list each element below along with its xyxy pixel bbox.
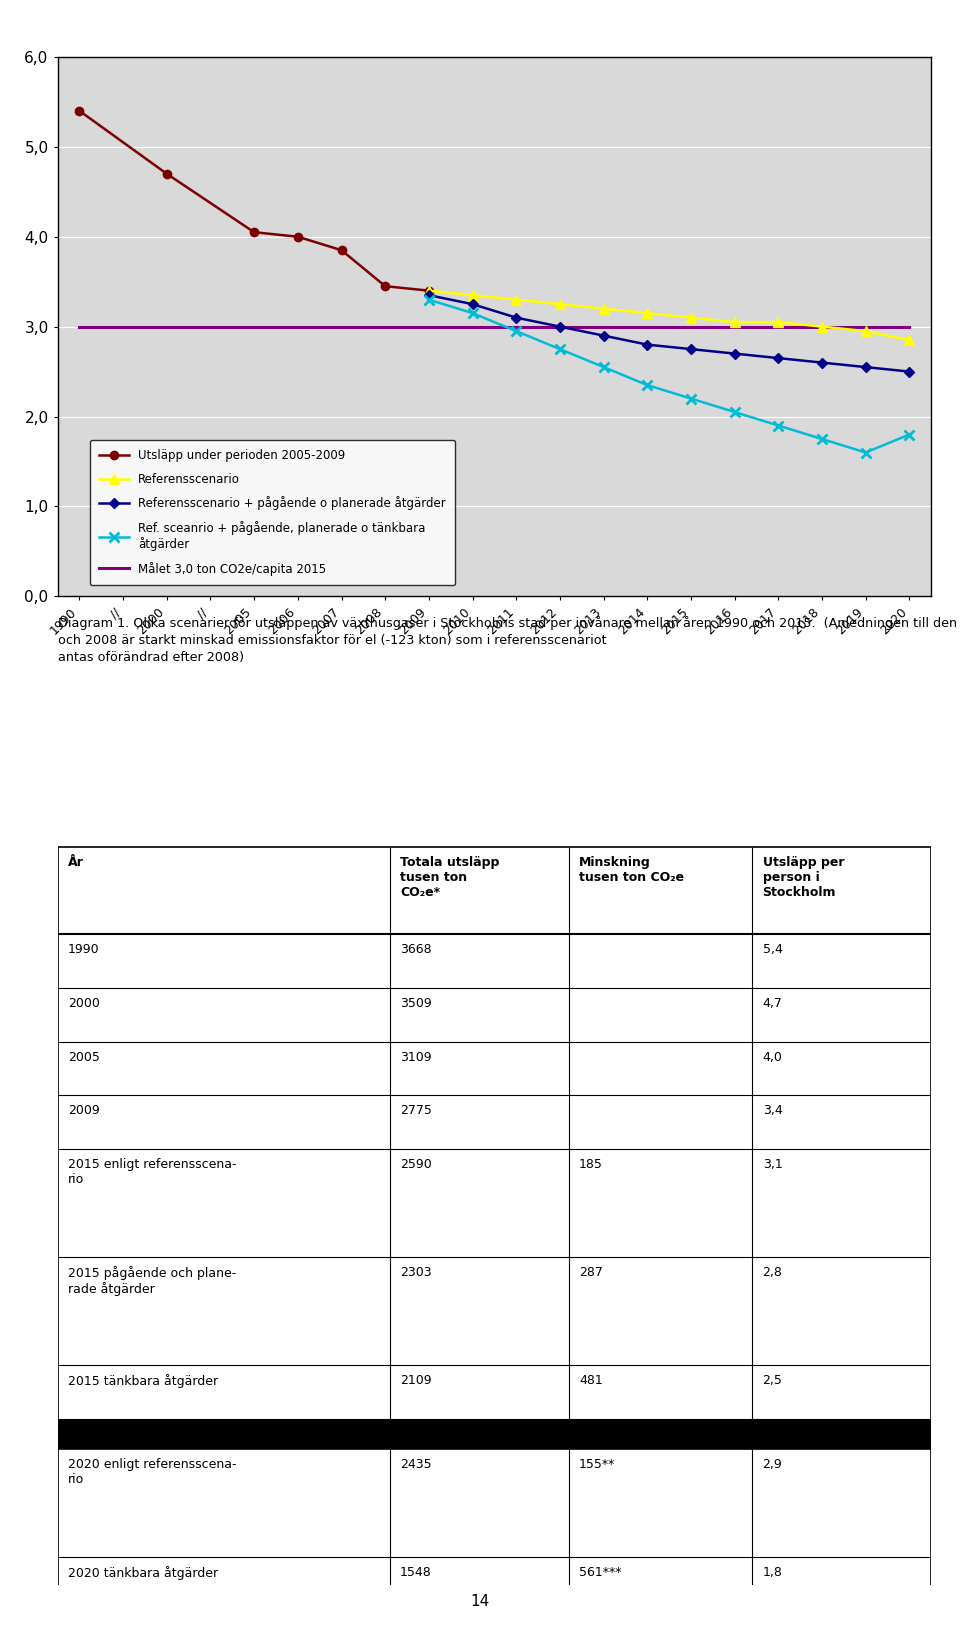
Text: 3668: 3668 — [400, 943, 432, 956]
Text: 1,8: 1,8 — [762, 1566, 782, 1579]
Utsläpp under perioden 2005-2009 — [423, 281, 435, 301]
Referensscenario — [511, 289, 522, 309]
Referensscenario — [816, 317, 828, 337]
Referensscenario — [598, 299, 610, 319]
Ref. sceanrio + pågående, planerade o tänkbara
åtgärder — [467, 304, 478, 324]
Text: 2,8: 2,8 — [762, 1267, 782, 1280]
Ref. sceanrio + pågående, planerade o tänkbara
åtgärder — [729, 402, 740, 421]
Ref. sceanrio + pågående, planerade o tänkbara
åtgärder — [641, 376, 653, 395]
Text: 155**: 155** — [579, 1459, 615, 1472]
Text: 2,5: 2,5 — [762, 1374, 782, 1387]
Text: 287: 287 — [579, 1267, 603, 1280]
Referensscenario — [729, 312, 740, 332]
Text: 3,1: 3,1 — [762, 1158, 782, 1171]
Text: 1548: 1548 — [400, 1566, 432, 1579]
Ref. sceanrio + pågående, planerade o tänkbara
åtgärder — [860, 442, 872, 462]
Text: 2303: 2303 — [400, 1267, 432, 1280]
Line: Referensscenario + pågående o planerade åtgärder: Referensscenario + pågående o planerade … — [425, 291, 913, 376]
Referensscenario + pågående o planerade åtgärder — [423, 286, 435, 306]
Referensscenario + pågående o planerade åtgärder — [773, 348, 784, 367]
Referensscenario + pågående o planerade åtgärder — [816, 353, 828, 372]
Text: 2015 tänkbara åtgärder: 2015 tänkbara åtgärder — [68, 1374, 218, 1389]
Line: Referensscenario: Referensscenario — [424, 286, 914, 345]
Text: 2015 enligt referensscena-
rio: 2015 enligt referensscena- rio — [68, 1158, 236, 1187]
Text: 3509: 3509 — [400, 997, 432, 1010]
Referensscenario — [423, 281, 435, 301]
Referensscenario + pågående o planerade åtgärder — [511, 307, 522, 327]
Text: 2000: 2000 — [68, 997, 100, 1010]
Referensscenario — [641, 304, 653, 324]
Utsläpp under perioden 2005-2009 — [249, 223, 260, 242]
Text: 4,7: 4,7 — [762, 997, 782, 1010]
Text: 3109: 3109 — [400, 1050, 432, 1063]
Text: 2109: 2109 — [400, 1374, 432, 1387]
Referensscenario + pågående o planerade åtgärder — [641, 335, 653, 354]
Referensscenario + pågående o planerade åtgärder — [554, 317, 565, 337]
Text: Utsläpp per
person i
Stockholm: Utsläpp per person i Stockholm — [762, 857, 844, 899]
Referensscenario — [467, 286, 478, 306]
Text: 3,4: 3,4 — [762, 1104, 782, 1117]
Text: År: År — [68, 857, 84, 870]
Text: Minskning
tusen ton CO₂e: Minskning tusen ton CO₂e — [579, 857, 684, 885]
Text: 2015 pågående och plane-
rade åtgärder: 2015 pågående och plane- rade åtgärder — [68, 1267, 236, 1296]
Utsläpp under perioden 2005-2009 — [336, 241, 348, 260]
Referensscenario — [773, 312, 784, 332]
Text: 4,0: 4,0 — [762, 1050, 782, 1063]
Text: Totala utsläpp
tusen ton
CO₂e*: Totala utsläpp tusen ton CO₂e* — [400, 857, 499, 899]
Text: 2435: 2435 — [400, 1459, 432, 1472]
Utsläpp under perioden 2005-2009 — [292, 228, 303, 247]
Referensscenario + pågående o planerade åtgärder — [598, 325, 610, 345]
Referensscenario — [860, 322, 872, 341]
Referensscenario — [554, 294, 565, 314]
Text: 1990: 1990 — [68, 943, 100, 956]
Text: 14: 14 — [470, 1595, 490, 1610]
Text: 2009: 2009 — [68, 1104, 100, 1117]
Text: Diagram 1. Olika scenarier för utsläppen av växthusgaser i Stockholms stad per i: Diagram 1. Olika scenarier för utsläppen… — [58, 616, 960, 663]
Line: Utsläpp under perioden 2005-2009: Utsläpp under perioden 2005-2009 — [75, 107, 433, 294]
Text: 2020 enligt referensscena-
rio: 2020 enligt referensscena- rio — [68, 1459, 236, 1486]
Text: 185: 185 — [579, 1158, 603, 1171]
Referensscenario — [903, 330, 915, 350]
Referensscenario + pågående o planerade åtgärder — [467, 294, 478, 314]
Ref. sceanrio + pågående, planerade o tänkbara
åtgärder — [816, 429, 828, 449]
Line: Ref. sceanrio + pågående, planerade o tänkbara
åtgärder: Ref. sceanrio + pågående, planerade o tä… — [424, 294, 914, 457]
Legend: Utsläpp under perioden 2005-2009, Referensscenario, Referensscenario + pågående : Utsläpp under perioden 2005-2009, Refere… — [89, 439, 455, 585]
Text: 2020 tänkbara åtgärder: 2020 tänkbara åtgärder — [68, 1566, 218, 1580]
Utsläpp under perioden 2005-2009 — [161, 164, 173, 184]
Ref. sceanrio + pågående, planerade o tänkbara
åtgärder — [423, 289, 435, 309]
Ref. sceanrio + pågående, planerade o tänkbara
åtgärder — [685, 389, 697, 408]
Text: 2,9: 2,9 — [762, 1459, 782, 1472]
Text: 2590: 2590 — [400, 1158, 432, 1171]
Utsläpp under perioden 2005-2009 — [379, 276, 391, 296]
Referensscenario — [685, 307, 697, 327]
Ref. sceanrio + pågående, planerade o tänkbara
åtgärder — [554, 340, 565, 359]
Text: 481: 481 — [579, 1374, 603, 1387]
Text: 2005: 2005 — [68, 1050, 100, 1063]
Ref. sceanrio + pågående, planerade o tänkbara
åtgärder — [903, 424, 915, 444]
Ref. sceanrio + pågående, planerade o tänkbara
åtgärder — [773, 416, 784, 436]
Text: 2775: 2775 — [400, 1104, 432, 1117]
Referensscenario + pågående o planerade åtgärder — [860, 358, 872, 377]
Referensscenario + pågående o planerade åtgärder — [729, 343, 740, 363]
Referensscenario + pågående o planerade åtgärder — [903, 363, 915, 382]
Ref. sceanrio + pågående, planerade o tänkbara
åtgärder — [598, 358, 610, 377]
Ref. sceanrio + pågående, planerade o tänkbara
åtgärder — [511, 322, 522, 341]
Bar — [58, 1419, 931, 1449]
Utsläpp under perioden 2005-2009 — [74, 101, 85, 120]
Text: 561***: 561*** — [579, 1566, 622, 1579]
Referensscenario + pågående o planerade åtgärder — [685, 340, 697, 359]
Text: 5,4: 5,4 — [762, 943, 782, 956]
